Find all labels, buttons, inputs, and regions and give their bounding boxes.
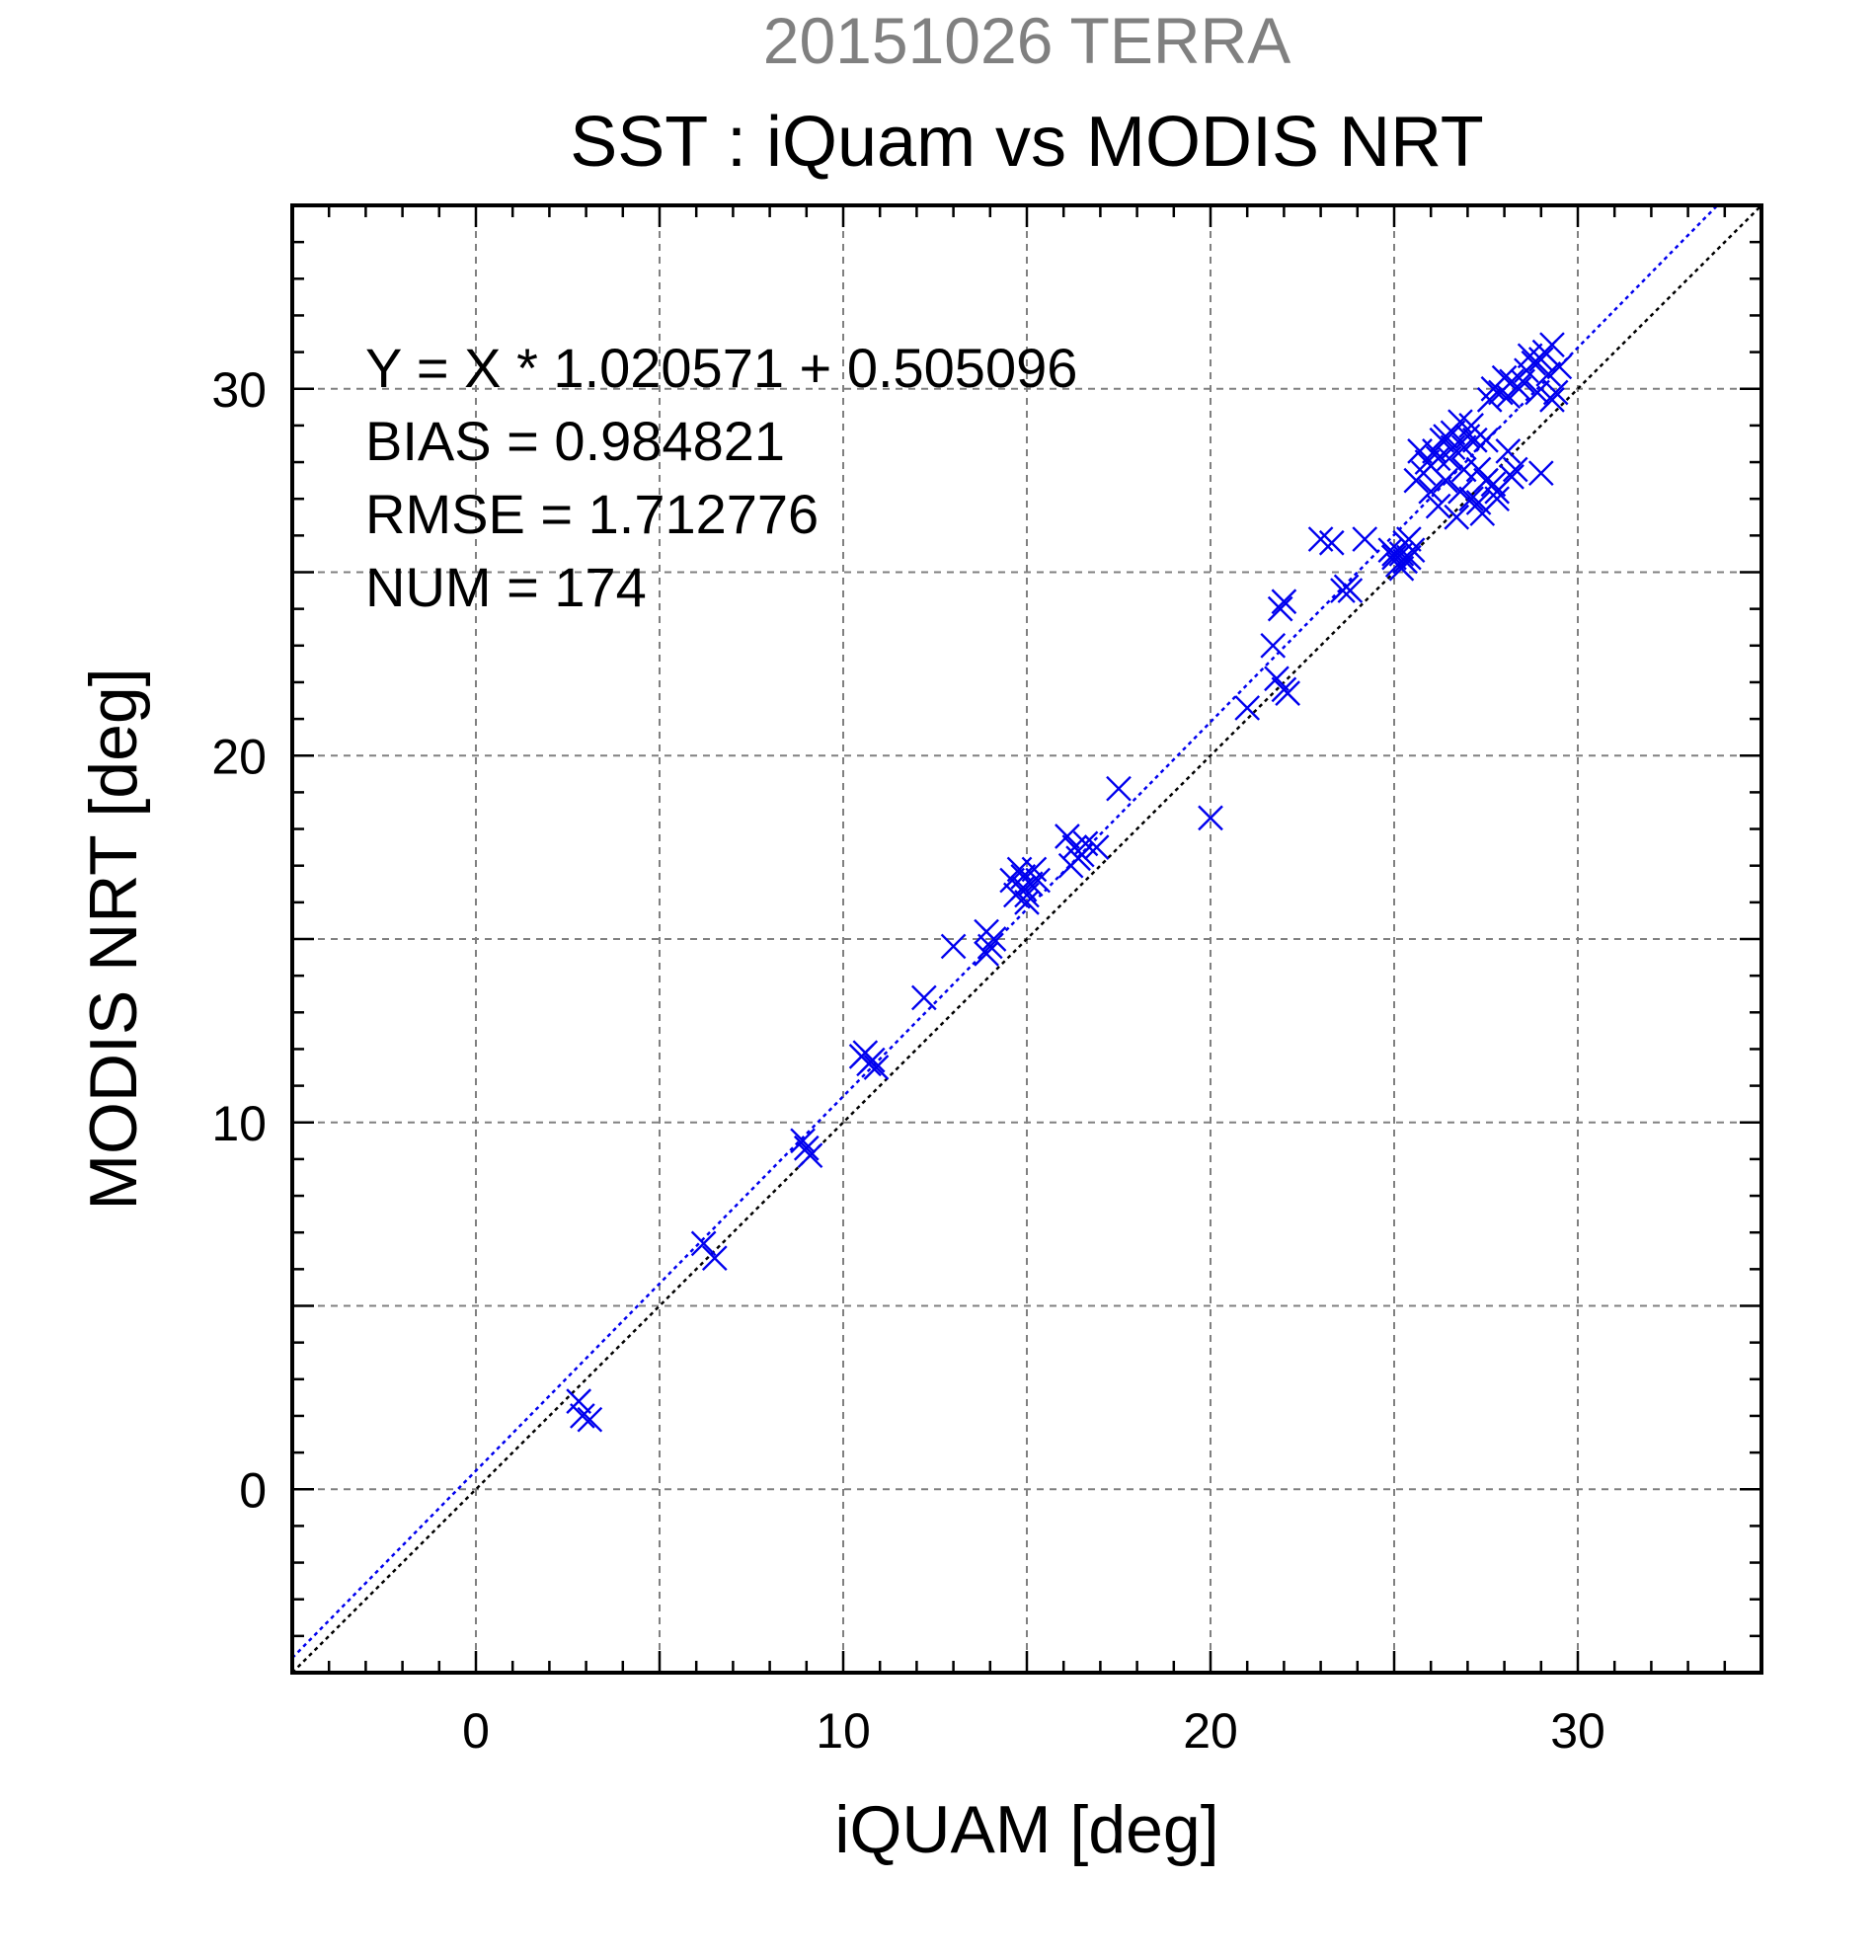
data-point xyxy=(1527,460,1554,487)
data-point xyxy=(1546,353,1573,380)
data-point xyxy=(940,933,967,960)
data-point xyxy=(577,1406,603,1433)
y-tick-labels: 0 10 20 30 xyxy=(211,362,267,1519)
data-points xyxy=(566,332,1573,1433)
data-point xyxy=(1473,427,1499,453)
plot-frame xyxy=(290,203,1763,1675)
data-point xyxy=(1447,478,1473,505)
data-point xyxy=(852,1040,879,1066)
data-point xyxy=(1352,526,1378,552)
data-point xyxy=(1447,409,1473,435)
data-point xyxy=(1418,478,1445,505)
x-tick-labels: 0 10 20 30 xyxy=(462,1703,1605,1759)
x-tick-label: 0 xyxy=(462,1703,490,1759)
bias-value: BIAS = 0.984821 xyxy=(365,410,785,472)
data-point xyxy=(1499,464,1524,490)
data-point xyxy=(1517,343,1543,369)
identity-line xyxy=(291,204,1762,1674)
data-point xyxy=(1065,845,1091,872)
data-point xyxy=(1381,541,1407,567)
data-point xyxy=(690,1230,717,1257)
data-point xyxy=(1198,805,1223,831)
data-point xyxy=(1055,823,1080,849)
data-point xyxy=(1234,695,1261,721)
data-point xyxy=(863,1055,890,1080)
x-tick-label: 30 xyxy=(1550,1703,1605,1759)
data-point xyxy=(1440,420,1466,446)
data-point xyxy=(1440,434,1466,461)
data-point xyxy=(1407,438,1433,464)
chart-title: 20151026 TERRA xyxy=(763,4,1290,77)
data-point xyxy=(1539,387,1565,413)
rmse-value: RMSE = 1.712776 xyxy=(365,483,819,545)
data-point xyxy=(701,1245,728,1272)
data-point xyxy=(1014,890,1040,915)
fit-equation: Y = X * 1.020571 + 0.505096 xyxy=(365,337,1077,399)
data-point xyxy=(1392,548,1419,575)
data-point xyxy=(1275,680,1300,706)
data-point xyxy=(974,941,999,967)
data-point xyxy=(1318,529,1345,556)
x-tick-label: 10 xyxy=(816,1703,871,1759)
data-point xyxy=(1539,332,1565,358)
data-point xyxy=(1271,588,1297,615)
data-point xyxy=(1083,834,1110,860)
data-point xyxy=(1337,578,1364,603)
data-point xyxy=(977,933,1003,960)
data-point xyxy=(1491,364,1518,391)
data-point xyxy=(1461,427,1488,453)
data-point xyxy=(566,1388,592,1414)
data-point xyxy=(1260,632,1287,659)
data-point xyxy=(1480,471,1507,498)
data-point xyxy=(1010,875,1037,901)
y-tick-label: 20 xyxy=(211,729,267,784)
data-point xyxy=(570,1403,595,1429)
data-point xyxy=(1106,775,1132,802)
reference-lines xyxy=(291,204,1762,1674)
data-point xyxy=(910,984,937,1011)
data-point xyxy=(1267,595,1293,622)
data-point xyxy=(980,926,1007,952)
data-point xyxy=(790,1128,816,1154)
data-point xyxy=(1418,452,1445,479)
data-point xyxy=(1542,379,1569,406)
num-value: NUM = 174 xyxy=(365,556,647,618)
data-point xyxy=(1450,456,1477,483)
data-point xyxy=(1465,490,1492,515)
stats-box: Y = X * 1.020571 + 0.505096 BIAS = 0.984… xyxy=(365,337,1077,618)
y-axis-title: MODIS NRT [deg] xyxy=(76,667,151,1210)
data-point xyxy=(1444,504,1470,530)
x-tick-label: 20 xyxy=(1183,1703,1238,1759)
data-point xyxy=(1425,493,1451,519)
x-axis-title: iQUAM [deg] xyxy=(834,1792,1218,1867)
data-point xyxy=(797,1142,823,1169)
data-point xyxy=(1510,368,1536,395)
y-tick-label: 30 xyxy=(211,362,267,418)
y-tick-label: 10 xyxy=(211,1096,267,1151)
data-point xyxy=(1264,666,1290,692)
data-point xyxy=(1025,867,1052,894)
data-point xyxy=(793,1135,820,1161)
y-tick-label: 0 xyxy=(239,1462,267,1518)
data-point xyxy=(1495,438,1522,464)
data-point xyxy=(1388,555,1415,582)
chart-subtitle: SST : iQuam vs MODIS NRT xyxy=(570,103,1484,182)
data-point xyxy=(1458,486,1484,512)
data-point xyxy=(1524,379,1550,406)
data-point xyxy=(1502,456,1528,483)
